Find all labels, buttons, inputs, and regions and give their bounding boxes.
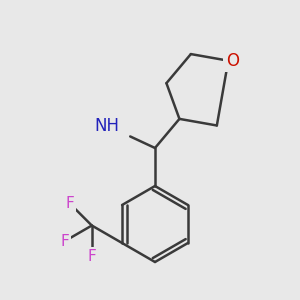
Text: F: F: [87, 249, 96, 264]
Text: O: O: [226, 52, 239, 70]
Text: NH: NH: [95, 117, 120, 135]
Text: F: F: [65, 196, 74, 211]
Text: F: F: [61, 234, 69, 249]
